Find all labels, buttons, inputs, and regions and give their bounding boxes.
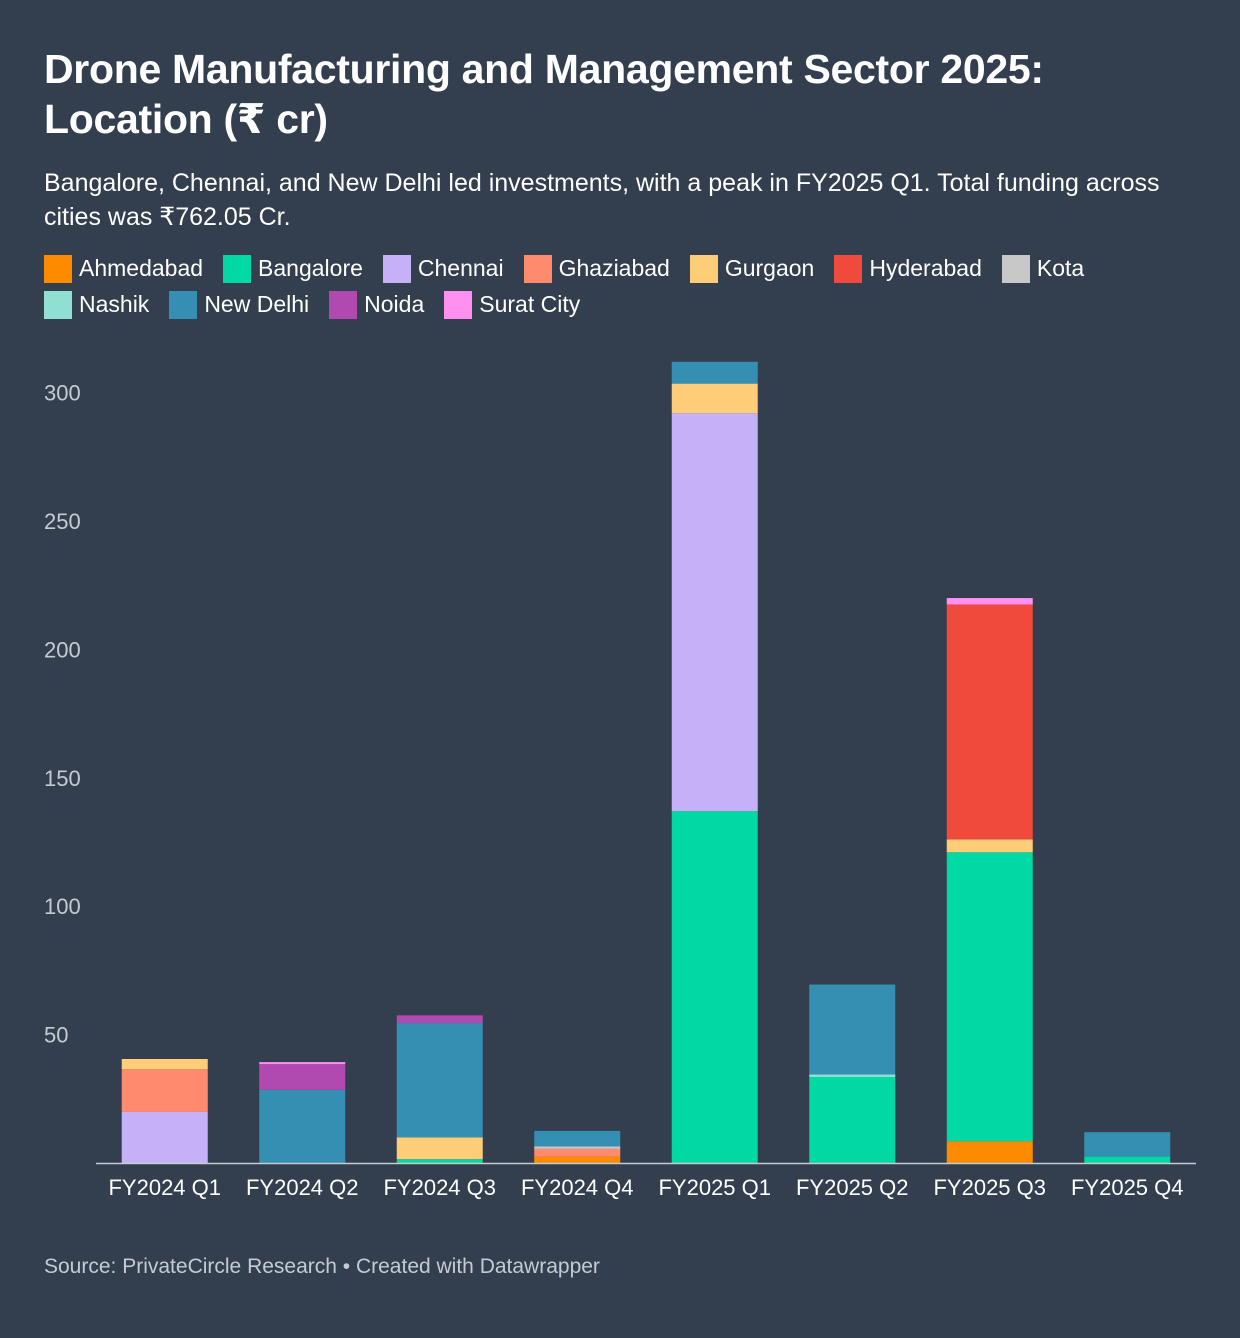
bar-segment-hyderabad — [946, 604, 1033, 840]
legend-item-new-delhi: New Delhi — [169, 290, 309, 319]
bar-segment-gurgaon — [396, 1137, 483, 1160]
bar-segment-gurgaon — [121, 1058, 208, 1070]
x-tick-label: FY2024 Q2 — [246, 1175, 359, 1200]
legend-label: Gurgaon — [724, 255, 815, 281]
bar-segment-noida — [396, 1015, 483, 1024]
legend-item-ahmedabad: Ahmedabad — [44, 254, 203, 283]
legend-label: Surat City — [479, 291, 581, 317]
x-tick-label: FY2025 Q4 — [1071, 1175, 1184, 1200]
x-tick-label: FY2024 Q1 — [108, 1175, 221, 1200]
source-footer: Source: PrivateCircle Research • Created… — [44, 1255, 600, 1278]
bar-segment-ghaziabad — [534, 1148, 621, 1157]
legend-item-chennai: Chennai — [382, 254, 504, 283]
y-tick-label: 100 — [44, 894, 81, 919]
bar-segment-gurgaon — [946, 839, 1033, 853]
bar-segment-ahmedabad — [946, 1141, 1033, 1163]
y-tick-label: 200 — [44, 637, 81, 662]
legend-label: Hyderabad — [869, 255, 982, 281]
legend-item-bangalore: Bangalore — [223, 254, 363, 283]
legend-item-hyderabad: Hyderabad — [834, 254, 982, 283]
legend-swatch — [329, 290, 358, 319]
legend-swatch — [444, 290, 473, 319]
bar-segment-new-delhi — [259, 1089, 346, 1163]
legend-swatch — [689, 254, 718, 283]
bar-segment-bangalore — [809, 1076, 896, 1163]
bar-segment-ghaziabad — [121, 1069, 208, 1112]
legend-swatch — [169, 290, 198, 319]
bar-segment-new-delhi — [809, 984, 896, 1075]
bar-segment-bangalore — [946, 852, 1033, 1142]
bar-segment-kota — [534, 1146, 621, 1149]
chart-subtitle: Bangalore, Chennai, and New Delhi led in… — [44, 169, 1160, 231]
legend-swatch — [44, 254, 72, 283]
bar-segment-gurgaon — [671, 383, 758, 414]
bar-segment-noida — [259, 1064, 346, 1090]
bar-segment-new-delhi — [534, 1130, 621, 1147]
legend-label: Ahmedabad — [79, 255, 204, 281]
bar-segment-ahmedabad — [534, 1156, 621, 1163]
legend-item-kota: Kota — [1001, 254, 1085, 283]
legend-swatch — [1001, 254, 1030, 283]
bar-segment-surat-city — [946, 598, 1033, 605]
chart-title: Drone Manufacturing and Management Secto… — [44, 46, 1044, 142]
y-tick-label: 50 — [44, 1023, 68, 1048]
legend-item-noida: Noida — [329, 290, 424, 319]
y-tick-label: 250 — [44, 509, 81, 534]
legend-swatch — [223, 254, 252, 283]
y-tick-label: 300 — [44, 381, 81, 406]
legend-item-surat-city: Surat City — [444, 290, 580, 319]
bar-segment-nashik — [809, 1074, 896, 1077]
legend-label: Bangalore — [258, 255, 363, 281]
x-tick-label: FY2024 Q3 — [383, 1175, 496, 1200]
bar-segment-bangalore — [1084, 1156, 1171, 1163]
legend-swatch — [382, 254, 411, 283]
legend-swatch — [834, 254, 863, 283]
stacked-bar-chart: 50 100 150 200 250 300 FY2024 Q1 FY2024 Q2 FY202… — [44, 361, 1196, 1200]
legend-item-ghaziabad: Ghaziabad — [523, 254, 670, 283]
legend-label: Noida — [364, 291, 425, 317]
legend-label: Ghaziabad — [558, 255, 670, 281]
x-tick-label: FY2025 Q1 — [658, 1175, 771, 1200]
bar-segment-chennai — [121, 1111, 208, 1163]
y-tick-label: 150 — [44, 766, 81, 791]
legend-item-nashik: Nashik — [44, 290, 149, 319]
legend-label: New Delhi — [204, 291, 310, 317]
legend-swatch — [44, 290, 72, 319]
chart-legend: Ahmedabad Bangalore Chennai Ghaziabad Gurgao… — [44, 254, 1194, 319]
bar-segment-chennai — [671, 413, 758, 812]
bar-segment-bangalore — [671, 811, 758, 1163]
bar-segment-new-delhi — [671, 361, 758, 384]
legend-label: Kota — [1036, 255, 1085, 281]
legend-label: Nashik — [79, 291, 150, 317]
bar-segment-surat-city — [259, 1062, 346, 1065]
x-tick-label: FY2024 Q4 — [521, 1175, 634, 1200]
x-tick-label: FY2025 Q3 — [933, 1175, 1046, 1200]
legend-item-gurgaon: Gurgaon — [689, 254, 815, 283]
bar-segment-new-delhi — [1084, 1132, 1171, 1157]
legend-label: Chennai — [417, 255, 504, 281]
bar-segment-bangalore — [396, 1159, 483, 1163]
x-tick-label: FY2025 Q2 — [796, 1175, 909, 1200]
legend-swatch — [523, 254, 552, 283]
bar-segment-new-delhi — [396, 1023, 483, 1138]
